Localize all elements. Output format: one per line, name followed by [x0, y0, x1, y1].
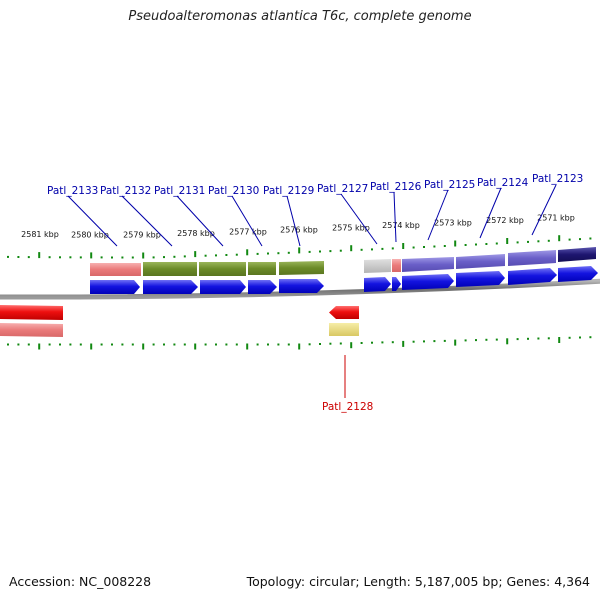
gene-label-patl-2123[interactable]: Patl_2123	[532, 173, 583, 185]
gene-label-patl-2133[interactable]: Patl_2133	[47, 185, 98, 197]
leader-line-patl-2124	[479, 187, 502, 239]
scale-tick-label: 2581 kbp	[21, 230, 59, 239]
scale-tick-labels: 2581 kbp 2580 kbp 2579 kbp 2578 kbp 2577 kbp…	[21, 213, 575, 239]
gene-arrow-patl-2125[interactable]	[402, 274, 454, 290]
gene-arrow-patl-2126[interactable]	[392, 277, 401, 291]
length-value: 5,187,005 bp	[414, 574, 499, 589]
accession-info: Accession: NC_008228	[9, 574, 151, 589]
cog-bar	[364, 259, 391, 273]
cog-bars-reverse	[0, 323, 359, 337]
scale-tick-label: 2574 kbp	[382, 221, 420, 230]
genes-value: 4,364	[554, 574, 590, 589]
gene-label-patl-2126[interactable]: Patl_2126	[370, 181, 422, 193]
scale-tick-label: 2573 kbp	[434, 219, 472, 228]
scale-tick-label: 2577 kbp	[229, 227, 267, 236]
leader-line-patl-2127	[340, 193, 378, 245]
gene-label-leaders	[67, 184, 557, 398]
forward-gene-arrows[interactable]	[90, 266, 598, 294]
gene-label-patl-2128[interactable]: Patl_2128	[322, 401, 373, 413]
gene-label-patl-2127[interactable]: Patl_2127	[317, 183, 368, 195]
cog-bar	[90, 263, 141, 276]
cog-bar	[558, 247, 596, 262]
length-label: Length:	[363, 574, 411, 589]
leader-line-patl-2129	[286, 195, 301, 247]
leader-line-patl-2130	[231, 195, 263, 247]
cog-bar	[508, 250, 556, 266]
cog-bar	[329, 323, 359, 336]
leader-line-patl-2131	[176, 195, 224, 247]
leader-line-patl-2132	[121, 195, 173, 247]
cog-bar	[199, 262, 246, 276]
topology-label: Topology:	[246, 574, 306, 589]
gene-labels: Patl_2133 Patl_2132 Patl_2131 Patl_2130 …	[47, 173, 583, 413]
cog-bar	[456, 254, 505, 269]
gene-arrow-prev-reverse[interactable]	[0, 305, 63, 320]
scale-tick-label: 2579 kbp	[123, 231, 161, 240]
leader-line-patl-2133	[67, 195, 118, 247]
gene-label-patl-2131[interactable]: Patl_2131	[154, 185, 205, 197]
gene-label-patl-2129[interactable]: Patl_2129	[263, 185, 314, 197]
cog-bar	[392, 259, 401, 272]
cog-bars-forward	[90, 247, 596, 276]
genome-backbone	[0, 278, 600, 300]
gene-label-patl-2132[interactable]: Patl_2132	[100, 185, 151, 197]
topology-value: circular	[309, 574, 356, 589]
genome-title: Pseudoalteromonas atlantica T6c, complet…	[128, 9, 472, 24]
gene-arrow-patl-2133[interactable]	[90, 280, 140, 294]
gene-label-patl-2124[interactable]: Patl_2124	[477, 177, 529, 189]
gene-arrow-patl-2132[interactable]	[143, 280, 198, 294]
scale-tick-label: 2572 kbp	[486, 216, 524, 225]
scale-ticks-inner	[7, 336, 592, 350]
gene-arrow-patl-2131[interactable]	[200, 280, 246, 294]
accession-value: NC_008228	[79, 574, 152, 589]
cog-bar	[0, 323, 63, 337]
scale-tick-label: 2576 kbp	[280, 225, 318, 234]
gene-arrow-patl-2129[interactable]	[279, 279, 324, 293]
cog-bar	[402, 257, 454, 272]
gene-arrow-patl-2128[interactable]	[329, 306, 359, 319]
cog-bar	[143, 262, 197, 276]
leader-line-patl-2125	[427, 189, 449, 241]
gene-label-patl-2130[interactable]: Patl_2130	[208, 185, 259, 197]
cog-bar	[279, 261, 324, 275]
gene-arrow-patl-2123[interactable]	[508, 268, 557, 285]
gene-arrow-next[interactable]	[558, 266, 598, 282]
scale-tick-label: 2575 kbp	[332, 223, 370, 232]
scale-ticks-outer	[7, 235, 592, 259]
scale-tick-label: 2580 kbp	[71, 230, 109, 239]
cog-bar	[248, 262, 276, 275]
gene-label-patl-2125[interactable]: Patl_2125	[424, 179, 475, 191]
scale-tick-label: 2578 kbp	[177, 229, 215, 238]
leader-line-patl-2123	[531, 184, 557, 236]
genome-stats: Topology: circular; Length: 5,187,005 bp…	[246, 574, 590, 589]
reverse-gene-arrows[interactable]	[0, 305, 359, 320]
leader-line-patl-2126	[393, 191, 397, 243]
gene-arrow-patl-2127[interactable]	[364, 277, 391, 292]
gene-arrow-patl-2130[interactable]	[248, 280, 277, 294]
scale-tick-label: 2571 kbp	[537, 213, 575, 222]
accession-label: Accession:	[9, 574, 76, 589]
gene-arrow-patl-2124[interactable]	[456, 271, 505, 287]
genes-label: Genes:	[506, 574, 551, 589]
